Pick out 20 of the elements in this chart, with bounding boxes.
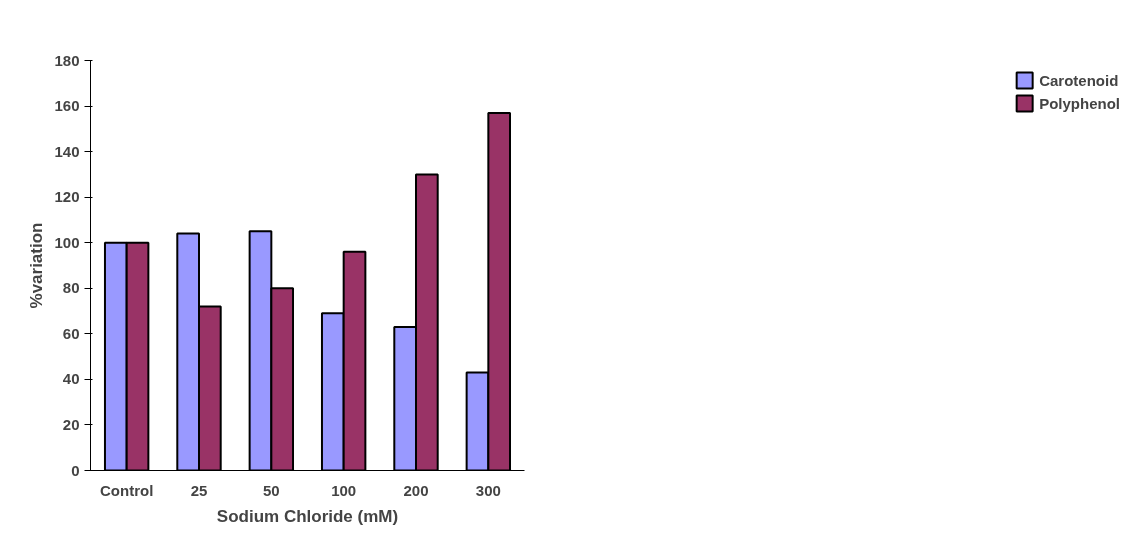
x-tick-label: 50 — [262, 481, 280, 499]
x-tick-label: 200 — [403, 481, 429, 499]
x-axis-title: Sodium Chloride (mM) — [216, 506, 399, 526]
y-tick-label: 160 — [54, 97, 80, 115]
x-tick-label: 300 — [475, 481, 501, 499]
y-tick-label: 80 — [62, 279, 80, 297]
y-tick-label: 0 — [71, 461, 80, 479]
y-tick-label: 140 — [54, 142, 80, 160]
y-axis-title: %variation — [27, 222, 47, 309]
legend-label: Carotenoid — [1039, 71, 1119, 89]
y-tick-label: 40 — [62, 370, 80, 388]
x-tick-label: 100 — [331, 481, 357, 499]
legend-label: Polyphenol — [1039, 94, 1120, 112]
x-tick-label: 25 — [190, 481, 208, 499]
y-tick-label: 100 — [54, 233, 80, 251]
y-tick-label: 20 — [62, 415, 80, 433]
y-tick-label: 120 — [54, 188, 80, 206]
y-tick-label: 60 — [62, 324, 80, 342]
x-tick-label: Control — [100, 481, 154, 499]
y-tick-label: 180 — [54, 51, 80, 69]
